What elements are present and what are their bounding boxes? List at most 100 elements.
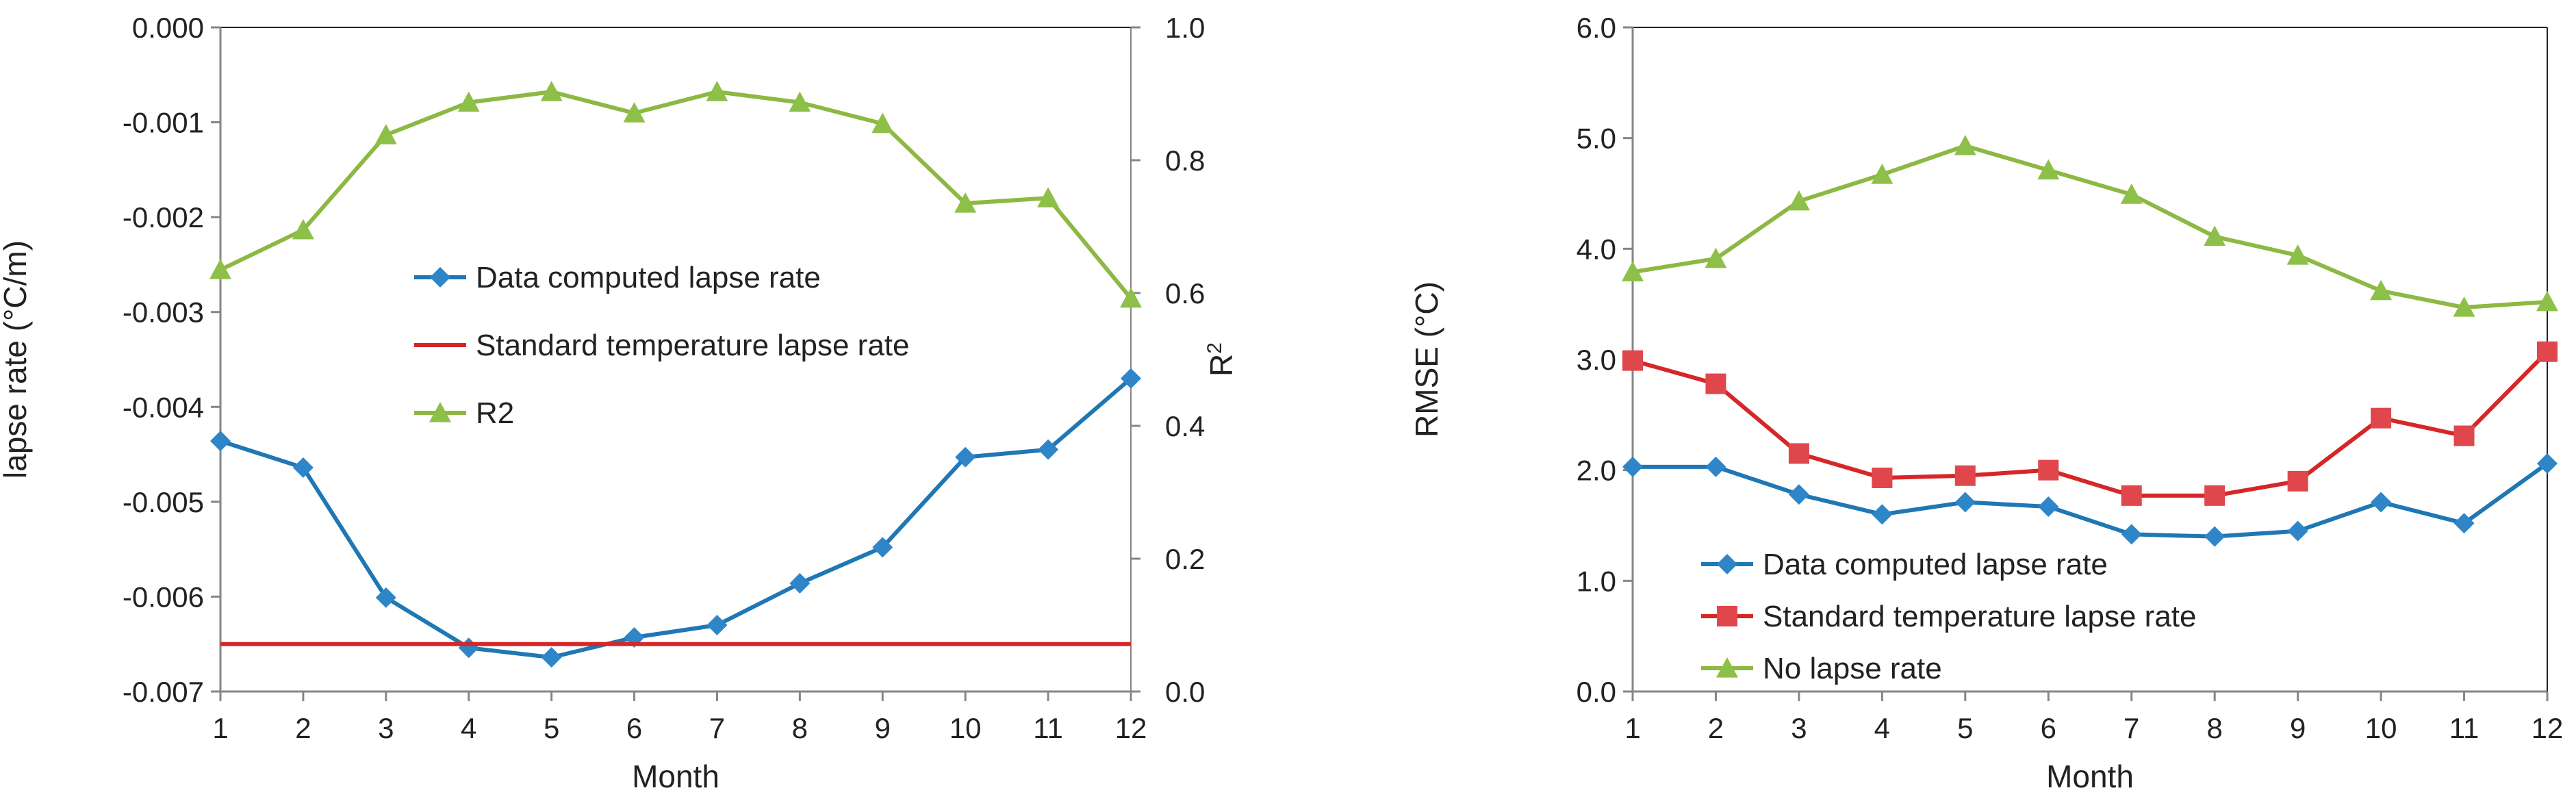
series-line-3 (1632, 143, 2548, 310)
data-point-series-2 (2038, 459, 2059, 481)
data-point-series-1 (1872, 504, 1893, 525)
x-tick-label: 10 (2365, 712, 2397, 744)
legend-swatch-marker (430, 267, 450, 288)
legend-label: Data computed lapse rate (476, 261, 821, 294)
data-point-series-1 (1121, 368, 1141, 389)
data-point-series-1 (872, 537, 893, 558)
data-point-series-3 (2453, 296, 2475, 317)
rmse-chart: 6.05.04.03.02.01.00.01 2 3 4 5 6 7 8 9 10 11 12Mont… (1409, 12, 2563, 794)
left-axis-tick-label: 1.0 (1577, 565, 1616, 597)
left-axis-tick-label: -0.007 (123, 676, 204, 708)
x-tick-label: 12 (1115, 712, 1147, 744)
data-point-series-3 (623, 102, 646, 123)
x-tick-label: 9 (2290, 712, 2306, 744)
x-tick-label: 3 (378, 712, 394, 744)
data-point-series-1 (541, 647, 562, 668)
left-axis-tick-label: -0.001 (123, 107, 204, 139)
x-tick-label: 11 (1033, 712, 1063, 744)
x-tick-label: 9 (875, 712, 891, 744)
series-line-1 (1633, 461, 2549, 539)
data-point-series-3 (2037, 159, 2060, 180)
x-axis-title: Month (632, 759, 719, 794)
y-axis-title: lapse rate (°C/m) (0, 240, 33, 479)
left-axis-tick-label: -0.005 (123, 486, 204, 518)
data-point-series-1 (2121, 524, 2142, 545)
left-axis-tick-label: -0.003 (123, 296, 204, 329)
data-point-series-1 (2453, 513, 2475, 534)
data-point-series-1 (1038, 439, 1059, 460)
x-tick-label: 5 (1957, 712, 1973, 744)
legend-swatch-marker (429, 402, 451, 422)
x-tick-label: 12 (2532, 712, 2564, 744)
x-tick-label: 8 (2207, 712, 2223, 744)
left-axis-tick-label: 0.0 (1577, 676, 1616, 708)
data-point-series-3 (457, 91, 480, 112)
left-axis-tick-label: 3.0 (1577, 344, 1616, 376)
data-point-series-1 (2287, 520, 2308, 542)
data-point-series-3 (871, 112, 894, 134)
data-point-series-3 (789, 91, 811, 112)
left-axis-tick-label: 6.0 (1577, 12, 1616, 44)
x-tick-label: 3 (1791, 712, 1807, 744)
data-point-series-3 (1037, 187, 1060, 207)
data-point-series-3 (954, 192, 977, 213)
data-point-series-2 (1872, 467, 1893, 488)
data-point-series-2 (1705, 373, 1726, 394)
right-axis-tick-label: 0.2 (1165, 543, 1205, 575)
series-line-2 (1632, 350, 2549, 498)
x-tick-label: 4 (1874, 712, 1890, 744)
x-tick-label: 5 (544, 712, 559, 744)
data-point-series-3 (1622, 261, 1644, 281)
y2-axis-title-main: R (1203, 354, 1239, 377)
x-tick-label: 2 (1708, 712, 1724, 744)
x-tick-label: 7 (2124, 712, 2139, 744)
data-point-series-3 (1954, 134, 1976, 155)
data-point-series-3 (2286, 244, 2309, 265)
data-point-series-3 (706, 81, 728, 101)
data-point-series-3 (1787, 190, 1810, 211)
legend-swatch-marker (1717, 606, 1737, 626)
right-axis-tick-label: 0.6 (1165, 277, 1205, 309)
left-axis-tick-label: -0.004 (123, 391, 204, 423)
legend-swatch-marker (1717, 554, 1737, 574)
data-point-series-3 (2120, 183, 2143, 204)
data-point-series-1 (706, 615, 728, 635)
right-axis-tick-label: 0.8 (1165, 144, 1205, 177)
x-tick-label: 10 (949, 712, 982, 744)
right-axis-tick-label: 0.4 (1165, 410, 1205, 442)
data-point-series-1 (1954, 492, 1976, 513)
x-tick-label: 6 (2041, 712, 2056, 744)
legend-label: Data computed lapse rate (1763, 548, 2108, 581)
x-tick-label: 4 (461, 712, 476, 744)
data-point-series-1 (210, 431, 231, 452)
lapse-rate-chart: 0.000 -0.001 -0.002 -0.003 -0.004 -0.005 -0.00… (0, 12, 1239, 794)
x-tick-label: 1 (212, 712, 228, 744)
data-point-series-1 (1705, 456, 1726, 477)
legend: Data computed lapse rate Standard tempera… (1701, 548, 2197, 685)
data-point-series-2 (2371, 407, 2392, 429)
x-tick-label: 1 (1624, 712, 1640, 744)
y-axis-title: RMSE (°C) (1409, 281, 1444, 437)
data-point-series-3 (2536, 290, 2558, 312)
x-axis-title: Month (2046, 759, 2134, 794)
series-line-3 (219, 90, 1133, 300)
legend-label: R2 (476, 396, 514, 430)
data-point-series-2 (2121, 485, 2142, 506)
data-point-series-1 (2371, 492, 2392, 513)
left-axis-tick-label: -0.002 (123, 201, 204, 233)
data-point-series-3 (540, 81, 563, 101)
data-point-series-3 (1871, 164, 1893, 184)
right-axis-tick-label: 1.0 (1165, 12, 1205, 44)
data-point-series-3 (209, 259, 231, 279)
x-tick-label: 8 (792, 712, 808, 744)
legend-label: No lapse rate (1763, 652, 1942, 685)
x-tick-label: 6 (626, 712, 642, 744)
data-point-series-1 (2204, 526, 2226, 547)
data-point-series-1 (2038, 496, 2059, 518)
data-point-series-3 (374, 124, 397, 144)
data-point-series-1 (955, 446, 976, 468)
left-axis-tick-label: 5.0 (1577, 123, 1616, 155)
data-point-series-3 (2370, 279, 2393, 301)
